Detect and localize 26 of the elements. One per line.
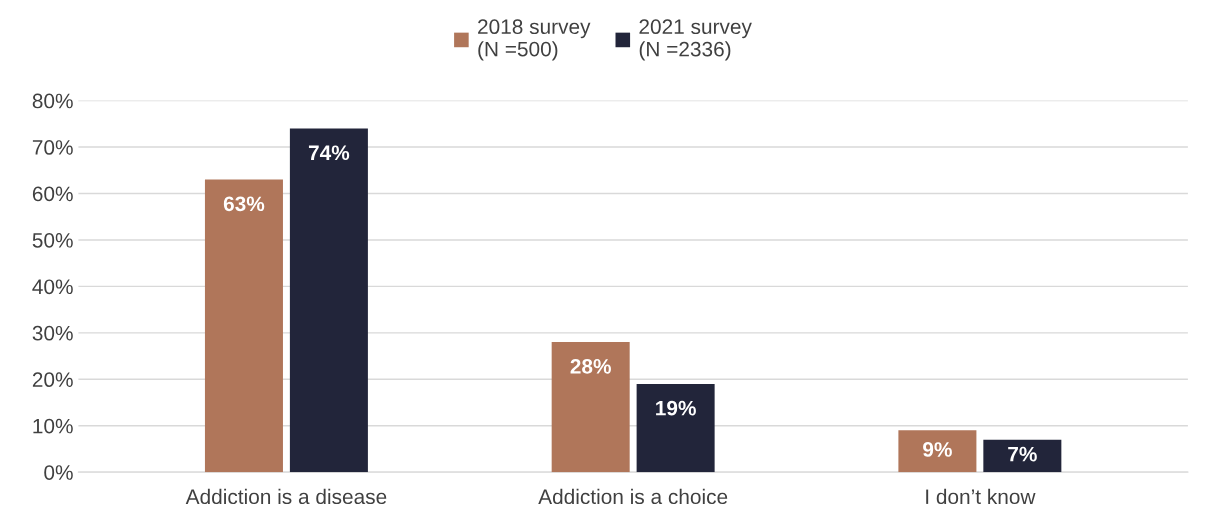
legend-label: 2021 survey (N =2336) xyxy=(639,19,752,61)
bar xyxy=(551,342,630,473)
y-tick-label: 30% xyxy=(32,325,73,341)
data-label: 74% xyxy=(308,145,350,161)
bar xyxy=(983,439,1062,473)
bar xyxy=(898,430,977,473)
y-tick-label: 70% xyxy=(32,140,73,155)
data-label: 7% xyxy=(1008,446,1037,462)
y-tick-label: 0% xyxy=(44,465,73,480)
x-tick-label: I don’t know xyxy=(926,488,1036,505)
x-tick-label: Addiction is a disease xyxy=(185,488,387,505)
y-tick-label: 80% xyxy=(32,93,73,109)
data-label: 63% xyxy=(223,196,265,212)
y-tick-label: 40% xyxy=(32,279,73,295)
y-tick-label: 10% xyxy=(33,418,73,434)
data-label: 19% xyxy=(656,400,696,416)
y-tick-label: 50% xyxy=(32,232,73,248)
y-tick-label: 60% xyxy=(32,186,73,202)
bar xyxy=(636,383,715,473)
legend-label: 2018 survey (N =500) xyxy=(478,19,591,61)
x-tick-label: Addiction is a choice xyxy=(538,488,728,505)
data-label: 9% xyxy=(923,442,952,457)
bar xyxy=(204,179,283,473)
bar xyxy=(289,128,368,473)
y-tick-label: 20% xyxy=(32,372,73,388)
data-label: 28% xyxy=(570,358,611,374)
